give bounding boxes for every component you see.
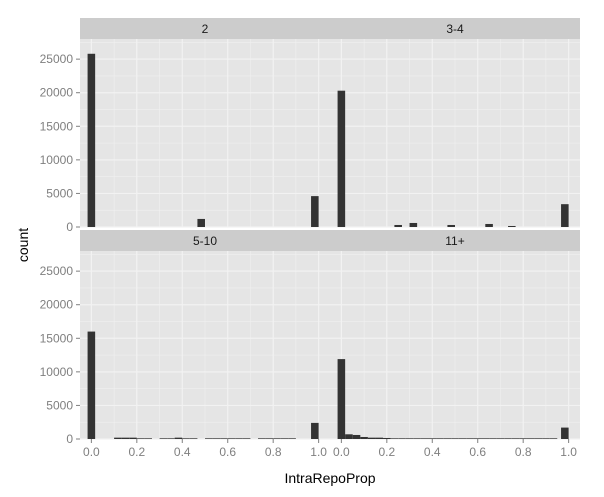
facet-strip [330,230,580,251]
facet-strip [330,18,580,39]
histogram-bar [428,438,437,439]
histogram-bar [114,437,122,439]
y-tick-label: 15000 [40,119,74,133]
x-tick-label: 0.6 [469,445,486,459]
histogram-bar [87,53,96,228]
histogram-bar [144,438,152,439]
x-axis-title: IntraRepoProp [284,470,375,486]
histogram-bar [345,434,353,439]
histogram-bar [174,437,183,439]
y-tick-label: 5000 [46,186,73,200]
histogram-bar [496,438,505,439]
histogram-bar [485,223,493,227]
x-tick-label: 1.0 [310,445,327,459]
histogram-bar [394,224,402,227]
histogram-bar [280,438,289,439]
y-tick-label: 0 [66,220,73,234]
histogram-bar [561,427,569,439]
histogram-bar [87,331,96,439]
x-tick-label: 0.0 [333,445,350,459]
y-axis-title: count [15,228,31,262]
histogram-bar [189,438,198,439]
facet-strip-label: 11+ [445,234,464,248]
histogram-bar [481,438,490,439]
histogram-bar [561,204,569,227]
histogram-bar [288,438,296,439]
histogram-bar [549,438,558,439]
y-tick-label: 25000 [40,52,74,66]
histogram-bar [367,437,376,439]
histogram-bar [311,422,319,439]
facet-strip-label: 5-10 [193,234,217,248]
facet-strip-label: 2 [202,22,209,36]
histogram-bar [534,438,543,439]
histogram-bar [451,438,459,439]
x-tick-label: 1.0 [560,445,577,459]
histogram-bar [519,438,527,439]
y-tick-label: 10000 [40,365,74,379]
histogram-bar [473,438,482,439]
x-tick-label: 0.4 [424,445,441,459]
histogram-bar [511,438,520,439]
facet-strip-label: 3-4 [446,22,464,36]
y-tick-label: 20000 [40,86,74,100]
histogram-bar [409,222,418,227]
facet-strip [80,18,330,39]
histogram-bar [212,438,221,439]
x-tick-label: 0.2 [378,445,395,459]
histogram-bar [420,438,429,439]
histogram-bar [235,438,243,439]
y-tick-label: 25000 [40,264,74,278]
y-tick-label: 5000 [46,398,73,412]
x-tick-label: 0.8 [265,445,282,459]
x-tick-label: 0.2 [128,445,145,459]
histogram-bar [466,438,474,439]
histogram-bar [205,438,213,439]
histogram-bar [167,438,175,439]
histogram-bar [242,438,251,439]
histogram-bar [273,438,281,439]
histogram-bar [489,438,497,439]
y-tick-label: 20000 [40,298,74,312]
histogram-bar [136,438,145,439]
y-tick-label: 15000 [40,331,74,345]
histogram-bar [508,225,516,227]
histogram-bar [443,438,452,439]
histogram-bar [129,437,137,439]
x-tick-label: 0.6 [219,445,236,459]
histogram-bar [197,218,205,227]
histogram-bar [504,438,512,439]
x-tick-label: 0.4 [174,445,191,459]
histogram-bar [375,437,384,439]
histogram-bar [265,438,274,439]
histogram-bar [405,438,414,439]
x-tick-label: 0.0 [83,445,100,459]
histogram-bar [159,438,168,439]
histogram-bar [542,438,550,439]
histogram-bar [398,438,406,439]
histogram-bar [337,90,346,227]
histogram-bar [447,224,455,227]
histogram-bar [121,437,130,439]
x-tick-label: 0.8 [515,445,532,459]
facet-strip [80,230,330,251]
histogram-bar [352,434,361,439]
histogram-bar [360,436,368,439]
histogram-bar [337,359,346,439]
histogram-bar [220,438,228,439]
histogram-bar [258,438,266,439]
histogram-bar [526,438,535,439]
histogram-bar [436,438,444,439]
histogram-bar [182,438,190,439]
y-tick-label: 0 [66,432,73,446]
y-tick-label: 10000 [40,153,74,167]
histogram-bar [413,438,421,439]
histogram-bar [390,438,399,439]
histogram-bar [311,196,319,227]
histogram-bar [227,438,236,439]
histogram-bar [458,438,467,439]
histogram-bar [383,437,391,439]
